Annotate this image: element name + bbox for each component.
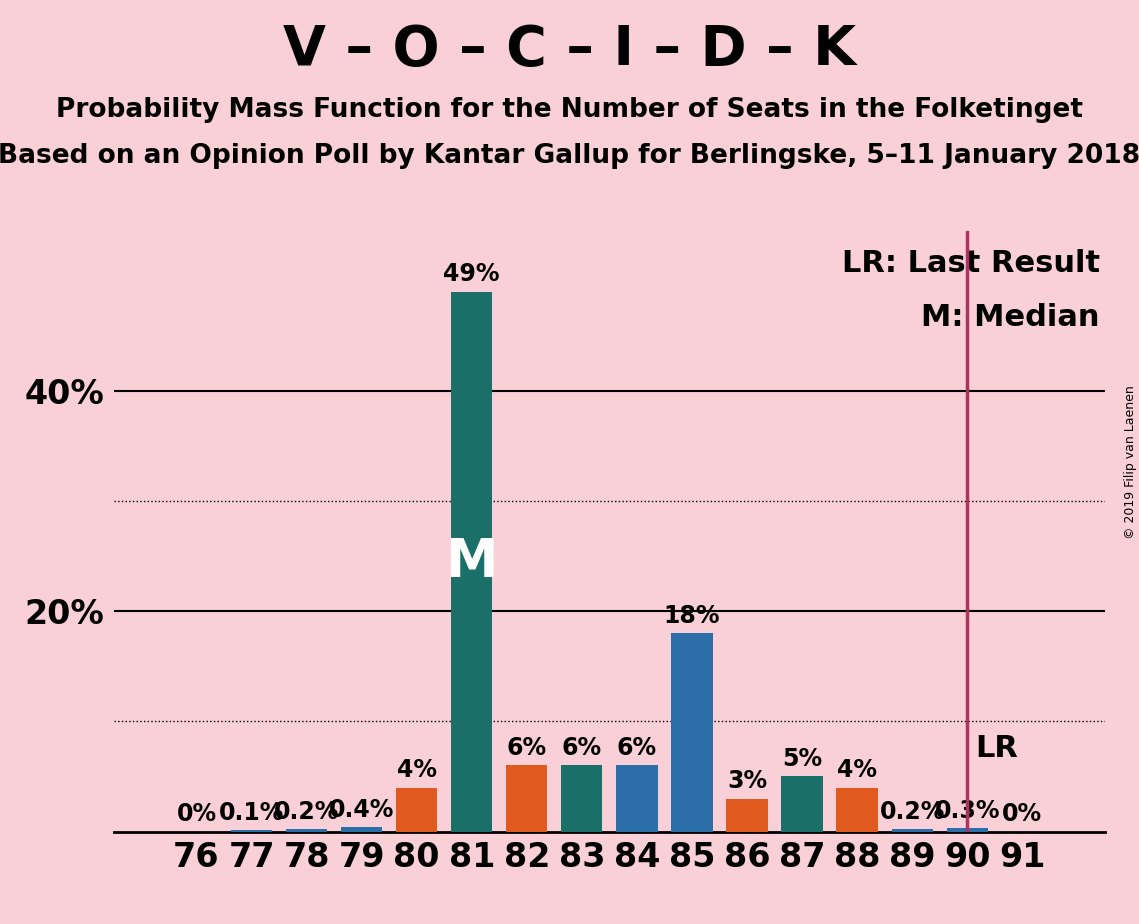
Text: 4%: 4% — [396, 758, 436, 782]
Text: M: M — [445, 536, 498, 588]
Text: V – O – C – I – D – K: V – O – C – I – D – K — [282, 23, 857, 77]
Bar — [562, 765, 603, 832]
Bar — [506, 765, 548, 832]
Bar — [947, 828, 988, 832]
Text: 6%: 6% — [562, 736, 601, 760]
Text: 0.2%: 0.2% — [273, 800, 339, 824]
Text: 5%: 5% — [782, 747, 822, 771]
Bar — [727, 798, 768, 832]
Text: 0%: 0% — [1002, 802, 1042, 826]
Text: 49%: 49% — [443, 262, 500, 286]
Text: 18%: 18% — [664, 603, 720, 627]
Bar — [396, 787, 437, 832]
Text: M: Median: M: Median — [921, 303, 1100, 332]
Text: 6%: 6% — [507, 736, 547, 760]
Text: © 2019 Filip van Laenen: © 2019 Filip van Laenen — [1124, 385, 1137, 539]
Text: LR: LR — [975, 735, 1018, 763]
Text: LR: Last Result: LR: Last Result — [842, 249, 1100, 278]
Bar — [231, 831, 272, 832]
Text: 0.3%: 0.3% — [934, 798, 1000, 822]
Bar — [451, 292, 492, 832]
Text: 0.1%: 0.1% — [219, 801, 285, 825]
Bar — [286, 830, 327, 832]
Bar — [892, 830, 933, 832]
Text: Based on an Opinion Poll by Kantar Gallup for Berlingske, 5–11 January 2018: Based on an Opinion Poll by Kantar Gallu… — [0, 143, 1139, 169]
Text: 0.2%: 0.2% — [879, 800, 945, 824]
Bar — [781, 776, 822, 832]
Bar — [341, 827, 383, 832]
Text: 0%: 0% — [177, 802, 216, 826]
Bar — [671, 633, 713, 832]
Text: 6%: 6% — [617, 736, 657, 760]
Text: 3%: 3% — [727, 769, 767, 793]
Bar — [616, 765, 657, 832]
Text: 4%: 4% — [837, 758, 877, 782]
Bar — [836, 787, 878, 832]
Text: 0.4%: 0.4% — [329, 797, 394, 821]
Text: Probability Mass Function for the Number of Seats in the Folketinget: Probability Mass Function for the Number… — [56, 97, 1083, 123]
